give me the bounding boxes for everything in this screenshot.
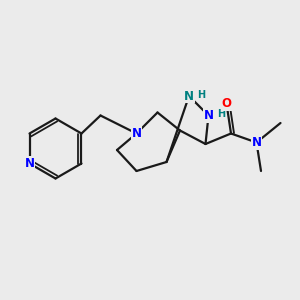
Text: N: N (131, 127, 142, 140)
Text: N: N (25, 157, 34, 170)
Text: H: H (197, 89, 206, 100)
Text: H: H (217, 109, 225, 119)
Text: N: N (184, 89, 194, 103)
Text: O: O (221, 97, 232, 110)
Text: N: N (203, 109, 214, 122)
Text: N: N (251, 136, 262, 149)
